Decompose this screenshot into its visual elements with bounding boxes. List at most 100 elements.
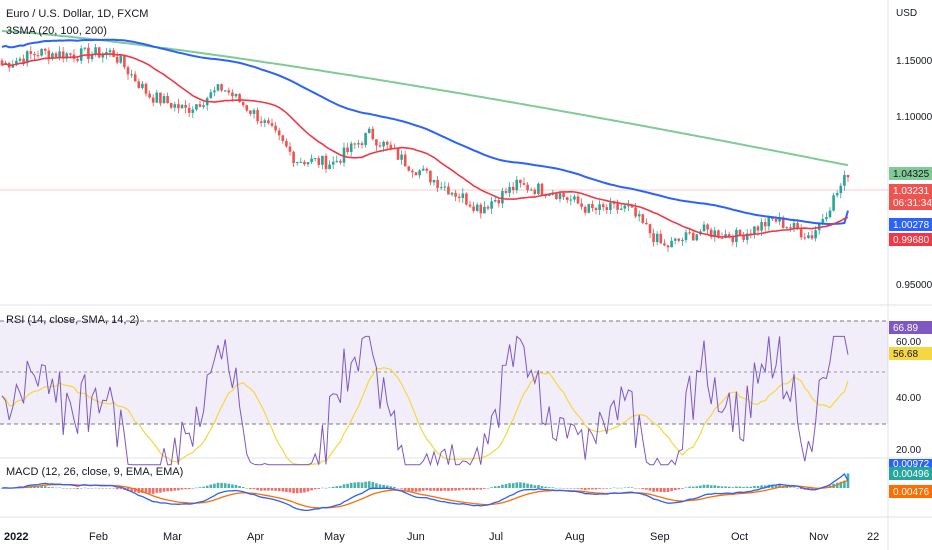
candle-body[interactable] <box>832 195 835 211</box>
candle-body[interactable] <box>843 174 846 186</box>
macd-hist-bar[interactable] <box>277 488 281 492</box>
macd-hist-bar[interactable] <box>565 488 569 489</box>
candle-body[interactable] <box>760 222 763 231</box>
candle-body[interactable] <box>313 158 317 160</box>
candle-body[interactable] <box>191 109 195 113</box>
candle-body[interactable] <box>241 102 245 106</box>
macd-hist-bar[interactable] <box>749 486 753 488</box>
candle-body[interactable] <box>162 96 166 104</box>
macd-hist-bar[interactable] <box>627 487 630 488</box>
macd-hist-bar[interactable] <box>810 488 814 491</box>
candle-body[interactable] <box>677 238 681 241</box>
candle-body[interactable] <box>781 217 785 228</box>
candle-body[interactable] <box>810 235 814 239</box>
candle-body[interactable] <box>15 60 18 65</box>
macd-hist-bar[interactable] <box>79 488 83 489</box>
candle-body[interactable] <box>576 196 580 204</box>
macd-hist-bar[interactable] <box>486 488 490 489</box>
macd-hist-bar[interactable] <box>303 488 306 493</box>
macd-hist-bar[interactable] <box>90 488 94 489</box>
macd-hist-bar[interactable] <box>573 488 576 489</box>
macd-hist-bar[interactable] <box>681 488 684 489</box>
candle-body[interactable] <box>137 81 141 88</box>
candle-body[interactable] <box>101 54 105 58</box>
candle-body[interactable] <box>421 168 425 171</box>
candle-body[interactable] <box>331 161 335 165</box>
macd-hist-bar[interactable] <box>846 473 850 488</box>
candle-body[interactable] <box>144 83 148 94</box>
candle-body[interactable] <box>666 245 670 248</box>
candle-body[interactable] <box>119 55 123 63</box>
macd-hist-bar[interactable] <box>259 488 263 491</box>
macd-hist-bar[interactable] <box>141 488 144 493</box>
macd-hist-bar[interactable] <box>558 487 562 489</box>
candle-body[interactable] <box>619 208 623 210</box>
candle-body[interactable] <box>454 192 457 197</box>
candle-body[interactable] <box>580 203 583 207</box>
macd-hist-bar[interactable] <box>623 487 627 489</box>
macd-hist-bar[interactable] <box>655 488 659 492</box>
candle-body[interactable] <box>594 208 598 211</box>
candle-body[interactable] <box>76 58 79 61</box>
candle-body[interactable] <box>385 141 389 145</box>
candle-body[interactable] <box>493 200 497 202</box>
candle-body[interactable] <box>828 210 832 218</box>
candle-body[interactable] <box>547 194 551 196</box>
candle-body[interactable] <box>623 205 627 209</box>
macd-hist-bar[interactable] <box>634 488 637 489</box>
candle-body[interactable] <box>108 50 112 53</box>
macd-hist-bar[interactable] <box>198 487 202 488</box>
candle-body[interactable] <box>789 227 792 229</box>
candle-body[interactable] <box>378 145 382 147</box>
candle-body[interactable] <box>213 90 216 93</box>
macd-hist-bar[interactable] <box>76 488 79 490</box>
macd-hist-bar[interactable] <box>544 486 547 488</box>
macd-hist-bar[interactable] <box>497 485 501 488</box>
candle-body[interactable] <box>198 104 202 107</box>
candle-body[interactable] <box>115 56 119 63</box>
macd-hist-bar[interactable] <box>72 488 76 489</box>
macd-hist-bar[interactable] <box>317 488 321 489</box>
macd-hist-bar[interactable] <box>738 486 742 488</box>
macd-hist-bar[interactable] <box>267 488 270 491</box>
macd-hist-bar[interactable] <box>799 488 803 490</box>
macd-hist-bar[interactable] <box>94 487 97 489</box>
candle-body[interactable] <box>436 179 439 189</box>
candle-body[interactable] <box>497 200 501 204</box>
macd-hist-bar[interactable] <box>87 488 90 489</box>
macd-hist-bar[interactable] <box>223 483 227 488</box>
macd-hist-bar[interactable] <box>328 487 331 488</box>
candle-body[interactable] <box>526 184 529 191</box>
macd-hist-bar[interactable] <box>717 485 720 488</box>
macd-hist-bar[interactable] <box>389 486 393 488</box>
candle-body[interactable] <box>612 202 616 204</box>
candle-body[interactable] <box>292 151 295 164</box>
macd-hist-bar[interactable] <box>501 484 504 488</box>
macd-hist-bar[interactable] <box>641 488 645 490</box>
macd-hist-bar[interactable] <box>684 487 688 488</box>
macd-hist-bar[interactable] <box>540 486 544 488</box>
macd-hist-bar[interactable] <box>605 488 609 489</box>
candle-body[interactable] <box>25 51 29 64</box>
candle-body[interactable] <box>148 93 151 98</box>
macd-signal-line[interactable] <box>2 480 849 509</box>
candle-body[interactable] <box>375 139 378 146</box>
candle-body[interactable] <box>663 243 666 246</box>
candle-body[interactable] <box>753 226 756 235</box>
candle-body[interactable] <box>357 143 360 145</box>
macd-hist-bar[interactable] <box>616 487 619 489</box>
macd-line[interactable] <box>1 472 849 512</box>
candle-body[interactable] <box>169 103 173 108</box>
macd-hist-bar[interactable] <box>360 482 364 488</box>
macd-hist-bar[interactable] <box>648 488 652 491</box>
candle-body[interactable] <box>281 135 285 141</box>
candle-body[interactable] <box>223 90 227 92</box>
candle-body[interactable] <box>655 233 659 243</box>
candle-body[interactable] <box>558 193 562 199</box>
candle-body[interactable] <box>61 51 65 59</box>
candle-body[interactable] <box>414 172 418 176</box>
candle-body[interactable] <box>803 237 807 239</box>
candle-body[interactable] <box>706 224 709 230</box>
macd-hist-bar[interactable] <box>105 488 108 489</box>
macd-hist-bar[interactable] <box>346 483 349 488</box>
